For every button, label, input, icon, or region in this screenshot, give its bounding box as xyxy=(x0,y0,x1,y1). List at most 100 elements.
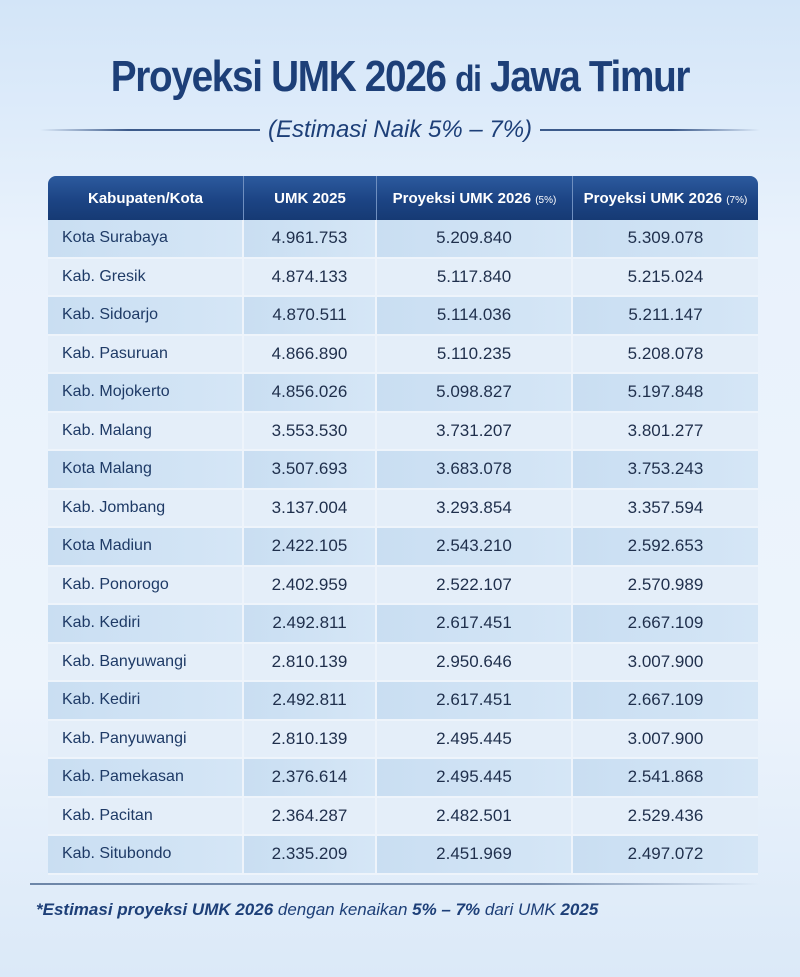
cell-proyeksi-5: 5.114.036 xyxy=(377,297,573,336)
cell-region: Kab. Ponorogo xyxy=(48,566,244,605)
column-header-proyeksi-5: Proyeksi UMK 2026 (5%) xyxy=(377,176,573,220)
table-row: Kab. Pasuruan 4.866.890 5.110.235 5.208.… xyxy=(48,335,758,374)
cell-region: Kab. Malang xyxy=(48,412,244,451)
cell-proyeksi-7: 2.570.989 xyxy=(573,566,758,605)
cell-proyeksi-7: 3.753.243 xyxy=(573,451,758,490)
cell-umk-2025: 4.856.026 xyxy=(244,374,377,413)
title-connector: di xyxy=(455,58,482,99)
cell-proyeksi-7: 5.215.024 xyxy=(573,258,758,297)
column-header-region: Kabupaten/Kota xyxy=(48,176,244,220)
cell-proyeksi-5: 2.950.646 xyxy=(377,643,573,682)
table-row: Kab. Kediri 2.492.811 2.617.451 2.667.10… xyxy=(48,605,758,644)
cell-region: Kab. Pasuruan xyxy=(48,335,244,374)
cell-proyeksi-5: 5.117.840 xyxy=(377,258,573,297)
cell-proyeksi-7: 5.211.147 xyxy=(573,297,758,336)
cell-proyeksi-5: 3.293.854 xyxy=(377,489,573,528)
table-row: Kab. Pacitan 2.364.287 2.482.501 2.529.4… xyxy=(48,797,758,836)
cell-umk-2025: 3.137.004 xyxy=(244,489,377,528)
title-region: Jawa Timur xyxy=(490,52,690,101)
cell-proyeksi-5: 5.098.827 xyxy=(377,374,573,413)
cell-proyeksi-5: 2.482.501 xyxy=(377,797,573,836)
cell-umk-2025: 2.810.139 xyxy=(244,720,377,759)
subtitle: (Estimasi Naik 5% – 7%) xyxy=(267,116,533,143)
cell-region: Kab. Kediri xyxy=(48,682,244,721)
cell-umk-2025: 2.422.105 xyxy=(244,528,377,567)
table-row: Kota Surabaya 4.961.753 5.209.840 5.309.… xyxy=(48,220,758,259)
cell-umk-2025: 3.507.693 xyxy=(244,451,377,490)
cell-proyeksi-5: 5.209.840 xyxy=(377,220,573,259)
cell-proyeksi-5: 2.617.451 xyxy=(377,682,573,721)
cell-proyeksi-7: 2.529.436 xyxy=(573,797,758,836)
cell-region: Kab. Sidoarjo xyxy=(48,297,244,336)
cell-proyeksi-5: 5.110.235 xyxy=(377,335,573,374)
cell-umk-2025: 2.492.811 xyxy=(244,605,377,644)
cell-umk-2025: 2.364.287 xyxy=(244,797,377,836)
table-row: Kab. Banyuwangi 2.810.139 2.950.646 3.00… xyxy=(48,643,758,682)
cell-proyeksi-7: 3.801.277 xyxy=(573,412,758,451)
table-row: Kab. Mojokerto 4.856.026 5.098.827 5.197… xyxy=(48,374,758,413)
table-row: Kab. Gresik 4.874.133 5.117.840 5.215.02… xyxy=(48,258,758,297)
cell-region: Kab. Gresik xyxy=(48,258,244,297)
cell-umk-2025: 3.553.530 xyxy=(244,412,377,451)
table-row: Kab. Situbondo 2.335.209 2.451.969 2.497… xyxy=(48,836,758,875)
table-header-row: Kabupaten/Kota UMK 2025 Proyeksi UMK 202… xyxy=(48,176,758,220)
cell-region: Kota Malang xyxy=(48,451,244,490)
cell-proyeksi-5: 3.683.078 xyxy=(377,451,573,490)
cell-proyeksi-7: 3.357.594 xyxy=(573,489,758,528)
column-header-proyeksi-7: Proyeksi UMK 2026 (7%) xyxy=(573,176,758,220)
subtitle-divider-right xyxy=(540,129,761,131)
table-row: Kab. Pamekasan 2.376.614 2.495.445 2.541… xyxy=(48,759,758,798)
cell-region: Kab. Pamekasan xyxy=(48,759,244,798)
cell-proyeksi-7: 5.197.848 xyxy=(573,374,758,413)
cell-umk-2025: 4.961.753 xyxy=(244,220,377,259)
cell-proyeksi-7: 3.007.900 xyxy=(573,643,758,682)
table-row: Kota Malang 3.507.693 3.683.078 3.753.24… xyxy=(48,451,758,490)
cell-proyeksi-7: 2.497.072 xyxy=(573,836,758,875)
cell-proyeksi-7: 2.667.109 xyxy=(573,605,758,644)
cell-proyeksi-5: 2.617.451 xyxy=(377,605,573,644)
cell-umk-2025: 2.810.139 xyxy=(244,643,377,682)
cell-proyeksi-7: 5.208.078 xyxy=(573,335,758,374)
cell-umk-2025: 2.402.959 xyxy=(244,566,377,605)
cell-region: Kab. Situbondo xyxy=(48,836,244,875)
footnote: *Estimasi proyeksi UMK 2026 dengan kenai… xyxy=(36,900,599,919)
cell-proyeksi-7: 2.592.653 xyxy=(573,528,758,567)
cell-proyeksi-7: 2.541.868 xyxy=(573,759,758,798)
table-row: Kab. Jombang 3.137.004 3.293.854 3.357.5… xyxy=(48,489,758,528)
footer-divider xyxy=(30,883,760,885)
cell-region: Kab. Panyuwangi xyxy=(48,720,244,759)
cell-proyeksi-5: 2.451.969 xyxy=(377,836,573,875)
cell-umk-2025: 4.874.133 xyxy=(244,258,377,297)
cell-umk-2025: 4.866.890 xyxy=(244,335,377,374)
table-row: Kab. Panyuwangi 2.810.139 2.495.445 3.00… xyxy=(48,720,758,759)
cell-proyeksi-5: 3.731.207 xyxy=(377,412,573,451)
cell-proyeksi-7: 5.309.078 xyxy=(573,220,758,259)
subtitle-row: (Estimasi Naik 5% – 7%) xyxy=(40,112,761,148)
table-row: Kab. Ponorogo 2.402.959 2.522.107 2.570.… xyxy=(48,566,758,605)
table-row: Kab. Malang 3.553.530 3.731.207 3.801.27… xyxy=(48,412,758,451)
cell-region: Kota Surabaya xyxy=(48,220,244,259)
cell-region: Kab. Mojokerto xyxy=(48,374,244,413)
cell-proyeksi-7: 3.007.900 xyxy=(573,720,758,759)
cell-proyeksi-5: 2.543.210 xyxy=(377,528,573,567)
cell-proyeksi-7: 2.667.109 xyxy=(573,682,758,721)
subtitle-divider-left xyxy=(40,129,260,131)
cell-region: Kab. Pacitan xyxy=(48,797,244,836)
cell-region: Kab. Jombang xyxy=(48,489,244,528)
cell-region: Kota Madiun xyxy=(48,528,244,567)
cell-umk-2025: 2.335.209 xyxy=(244,836,377,875)
cell-umk-2025: 2.492.811 xyxy=(244,682,377,721)
cell-proyeksi-5: 2.522.107 xyxy=(377,566,573,605)
cell-proyeksi-5: 2.495.445 xyxy=(377,759,573,798)
cell-proyeksi-5: 2.495.445 xyxy=(377,720,573,759)
cell-region: Kab. Banyuwangi xyxy=(48,643,244,682)
table-row: Kota Madiun 2.422.105 2.543.210 2.592.65… xyxy=(48,528,758,567)
table-row: Kab. Sidoarjo 4.870.511 5.114.036 5.211.… xyxy=(48,297,758,336)
cell-region: Kab. Kediri xyxy=(48,605,244,644)
title-main: Proyeksi UMK 2026 xyxy=(110,52,447,101)
table-row: Kab. Kediri 2.492.811 2.617.451 2.667.10… xyxy=(48,682,758,721)
umk-table: Kabupaten/Kota UMK 2025 Proyeksi UMK 202… xyxy=(48,176,758,875)
cell-umk-2025: 2.376.614 xyxy=(244,759,377,798)
cell-umk-2025: 4.870.511 xyxy=(244,297,377,336)
page-title: Proyeksi UMK 2026 di Jawa Timur xyxy=(48,52,752,102)
